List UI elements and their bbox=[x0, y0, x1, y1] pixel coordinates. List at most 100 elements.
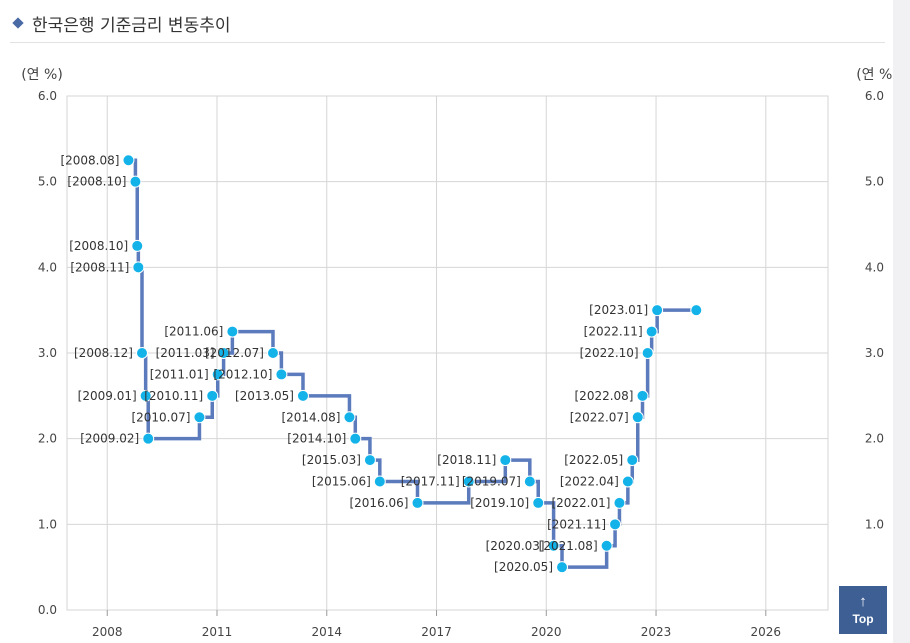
y-tick-label-right: 1.0 bbox=[865, 517, 884, 531]
point-label: [2018.11] bbox=[437, 453, 496, 467]
rate-point[interactable] bbox=[373, 475, 386, 488]
y-tick-label-left: 3.0 bbox=[38, 346, 57, 360]
y-tick-label-right: 5.0 bbox=[865, 175, 884, 189]
rate-point[interactable] bbox=[217, 347, 230, 359]
point-label: [2022.01] bbox=[551, 496, 610, 510]
rate-point[interactable] bbox=[131, 239, 144, 252]
rate-point[interactable] bbox=[132, 261, 145, 274]
top-button-label: Top bbox=[852, 612, 874, 626]
x-tick-label: 2008 bbox=[92, 625, 123, 639]
point-label: [2016.06] bbox=[349, 496, 408, 510]
rate-point[interactable] bbox=[600, 539, 613, 552]
rate-point[interactable] bbox=[690, 304, 703, 317]
rate-point[interactable] bbox=[626, 454, 639, 467]
point-label: [2019.07] bbox=[462, 475, 521, 489]
point-label: [2008.10] bbox=[69, 239, 128, 253]
header-divider bbox=[10, 42, 885, 43]
y-tick-label-left: 4.0 bbox=[38, 260, 57, 274]
point-label: [2012.10] bbox=[213, 367, 272, 381]
x-tick-label: 2014 bbox=[311, 625, 342, 639]
rate-point[interactable] bbox=[499, 454, 512, 467]
rate-point[interactable] bbox=[651, 304, 664, 317]
page-title: 한국은행 기준금리 변동추이 bbox=[32, 15, 231, 36]
rate-point[interactable] bbox=[122, 154, 135, 167]
point-label: [2021.11] bbox=[547, 517, 606, 531]
right-axis-unit: (연 %) bbox=[856, 67, 893, 83]
point-label: [2022.04] bbox=[560, 475, 619, 489]
point-label: [2011.01] bbox=[150, 367, 209, 381]
rate-point[interactable] bbox=[621, 475, 634, 488]
point-label: [2022.11] bbox=[584, 325, 643, 339]
point-label: [2011.03] bbox=[156, 346, 215, 360]
rate-point[interactable] bbox=[532, 496, 545, 509]
point-label: [2020.03] bbox=[486, 539, 545, 553]
point-label-layer: [2008.08] [2008.10] [2008.10] [2008.11] [200… bbox=[60, 153, 648, 574]
point-label: [2008.12] bbox=[74, 346, 133, 360]
point-label: [2022.05] bbox=[564, 453, 623, 467]
point-label: [2009.02] bbox=[80, 432, 139, 446]
point-label: [2022.10] bbox=[580, 346, 639, 360]
point-label: [2008.11] bbox=[70, 260, 129, 274]
point-label: [2021.08] bbox=[539, 539, 598, 553]
point-label: [2015.03] bbox=[302, 453, 361, 467]
rate-point[interactable] bbox=[523, 475, 536, 488]
rate-point[interactable] bbox=[547, 539, 560, 552]
y-tick-label-left: 5.0 bbox=[38, 175, 57, 189]
point-label: [2010.07] bbox=[131, 410, 190, 424]
point-label: [2020.05] bbox=[494, 560, 553, 574]
rate-point[interactable] bbox=[193, 411, 206, 424]
y-tick-label-left: 0.0 bbox=[38, 603, 57, 617]
point-label: [2022.07] bbox=[570, 410, 629, 424]
rate-point[interactable] bbox=[641, 347, 654, 359]
rate-point[interactable] bbox=[613, 496, 626, 509]
rate-point[interactable] bbox=[343, 411, 356, 424]
rate-point[interactable] bbox=[609, 518, 622, 531]
axis-layer: (연 %) (연 %) 0.00.01.01.02.02.03.03.04.04… bbox=[21, 67, 893, 639]
rate-point[interactable] bbox=[462, 475, 475, 488]
y-tick-label-right: 2.0 bbox=[865, 432, 884, 446]
arrow-up-icon: ↑ bbox=[859, 593, 867, 610]
rate-point[interactable] bbox=[349, 432, 362, 445]
point-label: [2008.10] bbox=[67, 175, 126, 189]
rate-point[interactable] bbox=[296, 389, 309, 402]
point-label: [2014.08] bbox=[281, 410, 340, 424]
point-label: [2022.08] bbox=[575, 389, 634, 403]
point-label: [2010.11] bbox=[144, 389, 203, 403]
rate-point[interactable] bbox=[275, 368, 288, 381]
y-tick-label-left: 1.0 bbox=[38, 517, 57, 531]
rate-point[interactable] bbox=[411, 496, 424, 509]
point-label: [2015.06] bbox=[312, 475, 371, 489]
rate-point[interactable] bbox=[556, 561, 569, 574]
point-label: [2017.11] bbox=[401, 475, 460, 489]
rate-point[interactable] bbox=[226, 325, 239, 338]
rate-point[interactable] bbox=[136, 347, 149, 359]
y-tick-label-right: 3.0 bbox=[865, 346, 884, 360]
x-tick-label: 2020 bbox=[531, 625, 562, 639]
rate-point[interactable] bbox=[636, 389, 649, 402]
x-tick-label: 2017 bbox=[421, 625, 452, 639]
rate-point[interactable] bbox=[266, 347, 279, 359]
rate-point[interactable] bbox=[645, 325, 658, 338]
rate-point[interactable] bbox=[206, 389, 219, 402]
point-label: [2023.01] bbox=[589, 303, 648, 317]
point-label: [2013.05] bbox=[235, 389, 294, 403]
point-label: [2011.06] bbox=[164, 325, 223, 339]
x-tick-label: 2023 bbox=[641, 625, 672, 639]
right-scroll-strip bbox=[893, 0, 910, 643]
scroll-to-top-button[interactable]: ↑ Top bbox=[839, 586, 887, 634]
rate-point[interactable] bbox=[631, 411, 644, 424]
y-tick-label-right: 4.0 bbox=[865, 260, 884, 274]
point-label: [2014.10] bbox=[287, 432, 346, 446]
point-label: [2008.08] bbox=[60, 153, 119, 167]
point-label: [2019.10] bbox=[470, 496, 529, 510]
left-axis-unit: (연 %) bbox=[21, 67, 63, 83]
rate-point[interactable] bbox=[129, 175, 142, 188]
rate-point[interactable] bbox=[363, 454, 376, 467]
series-layer bbox=[122, 154, 703, 574]
rate-point[interactable] bbox=[211, 368, 224, 381]
point-label: [2012.07] bbox=[205, 346, 264, 360]
rate-point[interactable] bbox=[139, 389, 152, 402]
rate-point[interactable] bbox=[142, 432, 155, 445]
page-header: 한국은행 기준금리 변동추이 bbox=[12, 10, 231, 36]
